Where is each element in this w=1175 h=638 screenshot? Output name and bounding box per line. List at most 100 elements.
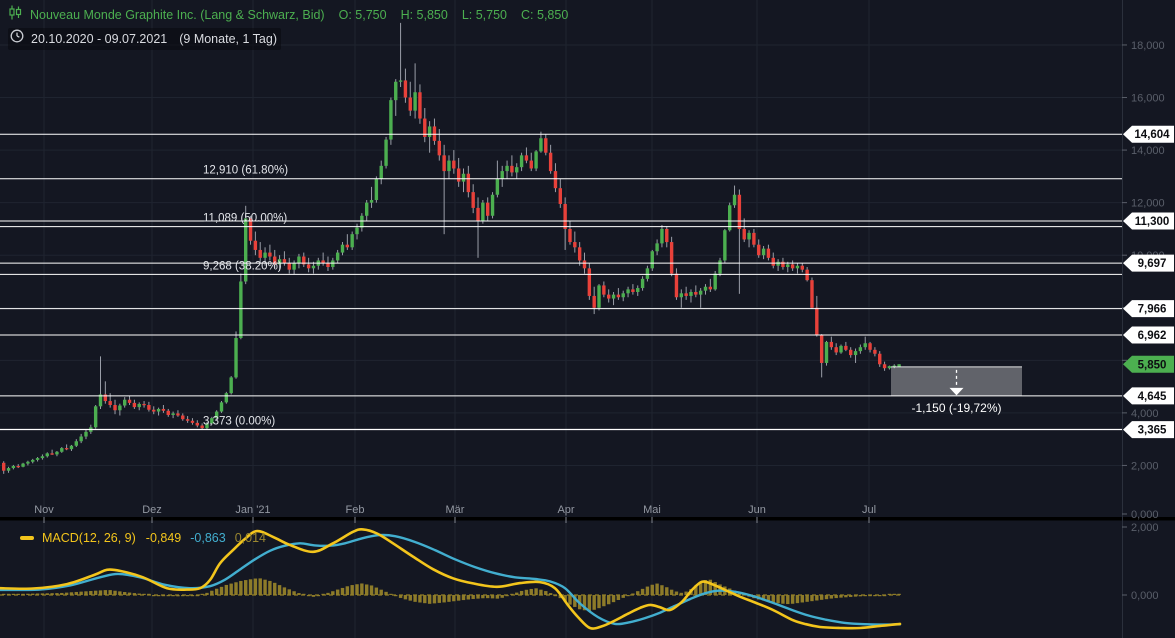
candle-body — [703, 286, 708, 291]
candle-body — [786, 264, 790, 268]
month-label[interactable]: Apr — [557, 504, 574, 516]
candle-body — [834, 347, 838, 353]
macd-histogram-bar — [137, 593, 141, 595]
candle-body — [137, 403, 141, 408]
candle-body — [665, 228, 669, 243]
candle-body — [597, 285, 601, 308]
macd-histogram-bar — [771, 595, 775, 603]
candle-body — [277, 259, 282, 265]
candle-body — [321, 260, 325, 264]
candle-body — [350, 234, 354, 248]
macd-histogram-bar — [205, 592, 209, 595]
candle-body — [152, 409, 156, 412]
candle-body — [689, 291, 693, 296]
macd-legend[interactable]: MACD(12, 26, 9) -0,849 -0,863 0,014 — [20, 531, 266, 545]
month-label[interactable]: Jun — [748, 504, 766, 516]
candle-body — [103, 394, 108, 402]
pane-separator[interactable] — [0, 517, 1175, 521]
price-badge-label: 5,850 — [1138, 359, 1167, 371]
candle-body — [795, 265, 800, 269]
price-level-badge[interactable] — [1123, 387, 1174, 405]
month-label[interactable]: Feb — [346, 504, 365, 516]
macd-histogram-bar — [829, 595, 834, 599]
candle-body — [713, 273, 717, 290]
macd-histogram-bar — [447, 595, 451, 602]
candle-body — [394, 81, 398, 101]
candle-body — [268, 252, 272, 257]
candle-body — [868, 343, 872, 350]
macd-legend-dash-icon — [20, 536, 34, 540]
price-level-badge[interactable] — [1123, 212, 1174, 230]
candle-body — [273, 256, 277, 265]
candle-body — [863, 343, 867, 348]
price-badge-label: 11,300 — [1135, 216, 1170, 228]
instrument-title: Nouveau Monde Graphite Inc. (Lang & Schw… — [30, 8, 325, 22]
candle-body — [326, 263, 330, 268]
price-tick-label: 14,000 — [1131, 145, 1165, 157]
macd-histogram-bar — [93, 590, 98, 595]
candle-body — [6, 468, 11, 471]
candle-body — [829, 341, 834, 348]
month-label[interactable]: Mär — [446, 504, 465, 516]
price-level-badge[interactable] — [1123, 326, 1174, 344]
month-label[interactable]: Mai — [643, 504, 661, 516]
macd-histogram-bar — [602, 595, 606, 607]
candle-body — [486, 202, 490, 216]
candle-body — [761, 248, 766, 256]
macd-histogram-bar — [185, 595, 190, 597]
macd-histogram-bar — [660, 585, 664, 595]
macd-histogram-bar — [398, 595, 403, 598]
price-tick-label: 0,000 — [1131, 509, 1159, 521]
candle-body — [437, 140, 441, 156]
macd-histogram-bar — [679, 592, 683, 595]
candle-body — [306, 264, 311, 269]
candle-body — [505, 165, 509, 172]
price-level-badge[interactable] — [1123, 125, 1174, 143]
ohlc-open: O: 5,750 — [338, 8, 387, 22]
candle-body — [887, 366, 892, 369]
macd-histogram-bar — [297, 593, 301, 595]
macd-histogram-bar — [282, 587, 287, 595]
macd-histogram-bar — [40, 593, 45, 595]
macd-label: MACD(12, 26, 9) — [42, 531, 136, 545]
candle-body — [640, 278, 645, 289]
price-level-badge[interactable] — [1123, 421, 1174, 439]
candle-body — [190, 420, 195, 423]
macd-histogram-bar — [31, 593, 35, 595]
macd-histogram-bar — [127, 592, 132, 595]
macd-histogram-bar — [45, 593, 49, 595]
candle-body — [127, 399, 132, 403]
month-label[interactable]: Jul — [862, 504, 876, 516]
macd-histogram-bar — [74, 591, 78, 595]
price-level-badge[interactable] — [1123, 254, 1174, 272]
price-level-badge[interactable] — [1123, 300, 1174, 318]
macd-histogram-bar — [335, 589, 340, 595]
macd-histogram-bar — [461, 595, 466, 601]
candle-body — [655, 243, 659, 252]
month-label[interactable]: Nov — [34, 504, 54, 516]
candle-body — [108, 401, 112, 405]
candle-body — [674, 273, 679, 298]
macd-histogram-bar — [592, 595, 596, 610]
macd-histogram-bar — [316, 595, 320, 597]
macd-histogram-bar — [539, 589, 543, 595]
macd-histogram-bar — [403, 595, 408, 600]
candle-body — [374, 178, 379, 201]
candle-body — [698, 290, 703, 295]
month-label[interactable]: Jan '21 — [235, 504, 270, 516]
candle-body — [626, 289, 630, 294]
candle-body — [297, 256, 301, 264]
candle-body — [839, 345, 843, 353]
macd-histogram-bar — [863, 595, 867, 597]
macd-histogram-bar — [524, 589, 529, 595]
macd-histogram-bar — [476, 595, 480, 599]
macd-histogram-bar — [636, 591, 640, 595]
month-label[interactable]: Dez — [142, 504, 162, 516]
current-price-badge[interactable] — [1123, 355, 1174, 373]
clock-icon — [10, 29, 24, 48]
macd-histogram-bar — [273, 582, 277, 595]
macd-histogram-bar — [166, 595, 170, 597]
price-badge-label: 7,966 — [1138, 304, 1167, 316]
